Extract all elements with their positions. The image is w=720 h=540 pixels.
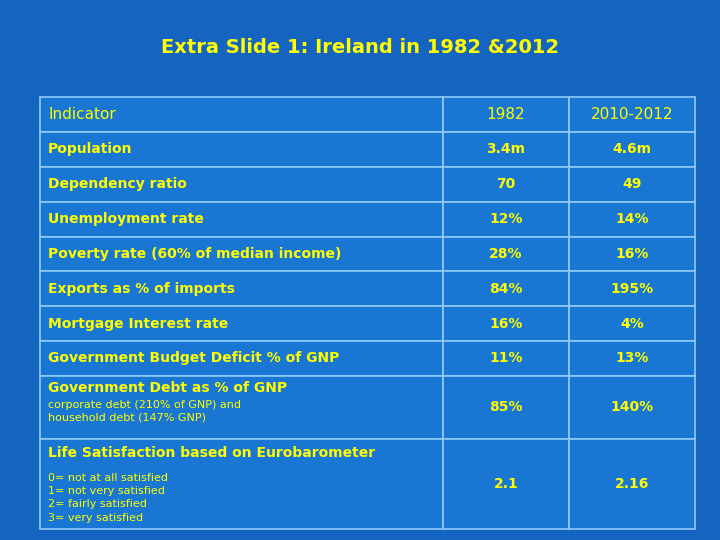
Bar: [569, 306, 695, 341]
Bar: [569, 272, 695, 306]
Text: Unemployment rate: Unemployment rate: [48, 212, 204, 226]
Text: 3.4m: 3.4m: [486, 143, 526, 157]
Bar: [40, 97, 443, 132]
Bar: [569, 341, 695, 376]
Text: corporate debt (210% of GNP) and
household debt (147% GNP): corporate debt (210% of GNP) and househo…: [48, 400, 241, 423]
Text: 84%: 84%: [489, 282, 523, 296]
Bar: [443, 272, 569, 306]
Text: 2010-2012: 2010-2012: [590, 107, 673, 122]
Text: 16%: 16%: [615, 247, 649, 261]
Text: 2.16: 2.16: [615, 477, 649, 491]
Bar: [40, 341, 443, 376]
Bar: [40, 438, 443, 529]
Text: 1982: 1982: [487, 107, 525, 122]
Text: 12%: 12%: [489, 212, 523, 226]
Bar: [569, 97, 695, 132]
Text: Poverty rate (60% of median income): Poverty rate (60% of median income): [48, 247, 341, 261]
Text: 4%: 4%: [620, 316, 644, 330]
Text: Government Debt as % of GNP: Government Debt as % of GNP: [48, 381, 287, 395]
Text: 4.6m: 4.6m: [613, 143, 652, 157]
Text: Indicator: Indicator: [48, 107, 116, 122]
Text: 49: 49: [622, 177, 642, 191]
Text: 14%: 14%: [615, 212, 649, 226]
Bar: [40, 272, 443, 306]
Bar: [443, 237, 569, 272]
Text: Government Budget Deficit % of GNP: Government Budget Deficit % of GNP: [48, 352, 340, 366]
Bar: [40, 167, 443, 202]
Text: 0= not at all satisfied
1= not very satisfied
2= fairly satisfied
3= very satisf: 0= not at all satisfied 1= not very sati…: [48, 473, 168, 523]
Bar: [443, 438, 569, 529]
Text: 70: 70: [496, 177, 516, 191]
Bar: [40, 376, 443, 438]
Text: 85%: 85%: [489, 400, 523, 414]
Bar: [40, 237, 443, 272]
Bar: [443, 132, 569, 167]
Bar: [40, 132, 443, 167]
Text: 16%: 16%: [489, 316, 523, 330]
Text: 11%: 11%: [489, 352, 523, 366]
Text: Life Satisfaction based on Eurobarometer: Life Satisfaction based on Eurobarometer: [48, 446, 375, 460]
Text: Mortgage Interest rate: Mortgage Interest rate: [48, 316, 228, 330]
Bar: [569, 376, 695, 438]
Bar: [443, 306, 569, 341]
Text: Dependency ratio: Dependency ratio: [48, 177, 187, 191]
Text: 195%: 195%: [611, 282, 654, 296]
Bar: [443, 167, 569, 202]
Text: 13%: 13%: [615, 352, 649, 366]
Bar: [443, 341, 569, 376]
Text: Exports as % of imports: Exports as % of imports: [48, 282, 235, 296]
Bar: [569, 438, 695, 529]
Bar: [569, 202, 695, 237]
Bar: [40, 202, 443, 237]
Bar: [569, 132, 695, 167]
Bar: [443, 376, 569, 438]
Bar: [569, 237, 695, 272]
Text: 140%: 140%: [611, 400, 654, 414]
Text: Population: Population: [48, 143, 132, 157]
Text: Extra Slide 1: Ireland in 1982 &2012: Extra Slide 1: Ireland in 1982 &2012: [161, 38, 559, 57]
Text: 2.1: 2.1: [493, 477, 518, 491]
Bar: [40, 306, 443, 341]
Text: 28%: 28%: [489, 247, 523, 261]
Bar: [443, 202, 569, 237]
Bar: [443, 97, 569, 132]
Bar: [569, 167, 695, 202]
